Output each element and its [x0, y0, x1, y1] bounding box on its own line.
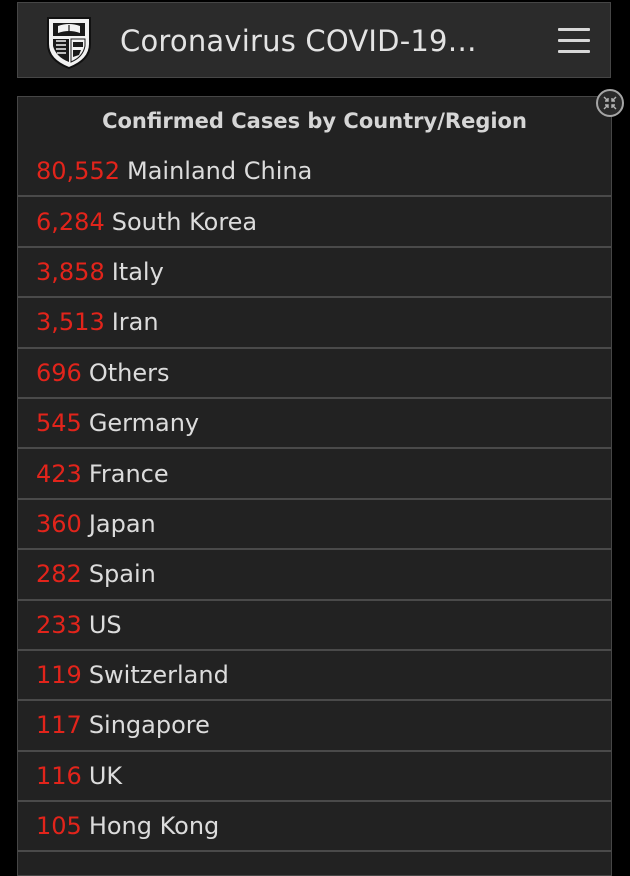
list-item[interactable]: 3,858 Italy	[18, 248, 611, 299]
case-list[interactable]: 80,552 Mainland China 6,284 South Korea 3,85…	[18, 147, 611, 853]
list-item[interactable]: 545 Germany	[18, 399, 611, 450]
list-item[interactable]: 696 Others	[18, 349, 611, 399]
list-item[interactable]: 233 US	[18, 601, 611, 651]
collapse-arrows-icon[interactable]	[596, 89, 624, 117]
list-item[interactable]: 119 Switzerland	[18, 651, 611, 702]
case-count: 116	[36, 761, 82, 790]
shield-logo-icon[interactable]	[44, 14, 94, 70]
country-name: Hong Kong	[88, 812, 220, 841]
confirmed-cases-panel: Confirmed Cases by Country/Region 80,552…	[17, 96, 612, 876]
list-item[interactable]: 80,552 Mainland China	[18, 147, 611, 198]
case-count: 105	[36, 812, 82, 841]
country-name: UK	[88, 761, 123, 790]
country-name: Others	[88, 358, 170, 387]
hamburger-menu-icon[interactable]	[558, 25, 590, 55]
country-name: Switzerland	[88, 661, 229, 690]
case-count: 119	[36, 661, 82, 690]
country-name: Iran	[111, 308, 159, 337]
country-name: Japan	[88, 509, 156, 538]
case-count: 282	[36, 560, 82, 589]
case-count: 117	[36, 711, 82, 740]
country-name: Germany	[88, 409, 200, 438]
page-title: Coronavirus COVID-19…	[120, 24, 477, 58]
case-count: 696	[36, 358, 82, 387]
country-name: South Korea	[111, 207, 258, 236]
app-header: Coronavirus COVID-19…	[17, 2, 611, 78]
case-count: 233	[36, 610, 82, 639]
case-count: 423	[36, 459, 82, 488]
case-count: 3,858	[36, 257, 105, 286]
list-item[interactable]: 116 UK	[18, 752, 611, 803]
list-item[interactable]: 105 Hong Kong	[18, 802, 611, 853]
list-item[interactable]: 117 Singapore	[18, 701, 611, 752]
country-name: Spain	[88, 560, 156, 589]
list-item[interactable]: 282 Spain	[18, 550, 611, 601]
list-item[interactable]: 3,513 Iran	[18, 298, 611, 349]
country-name: US	[88, 610, 122, 639]
case-count: 360	[36, 509, 82, 538]
country-name: Mainland China	[126, 157, 313, 186]
case-count: 545	[36, 409, 82, 438]
panel-title: Confirmed Cases by Country/Region	[102, 109, 527, 133]
country-name: Italy	[111, 257, 164, 286]
case-count: 3,513	[36, 308, 105, 337]
country-name: France	[88, 459, 169, 488]
case-count: 80,552	[36, 157, 120, 186]
case-count: 6,284	[36, 207, 105, 236]
country-name: Singapore	[88, 711, 210, 740]
list-item[interactable]: 423 France	[18, 449, 611, 500]
list-item[interactable]: 6,284 South Korea	[18, 197, 611, 248]
list-item[interactable]: 360 Japan	[18, 500, 611, 551]
